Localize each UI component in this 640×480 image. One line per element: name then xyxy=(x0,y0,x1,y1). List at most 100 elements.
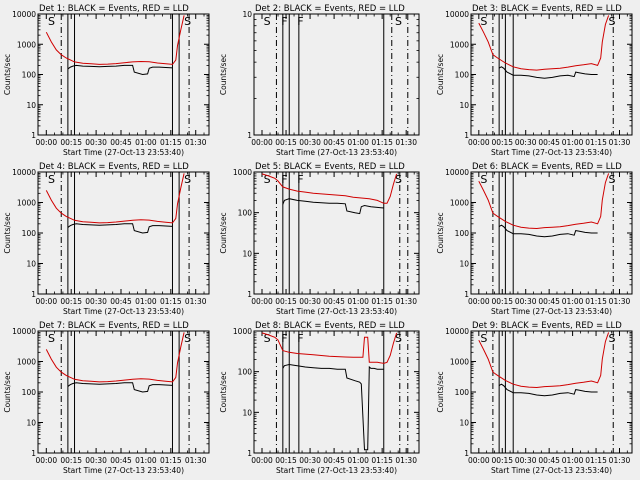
marker-label: S xyxy=(184,15,191,28)
plot-frame xyxy=(470,171,633,295)
y-tick-label: 1 xyxy=(464,290,469,299)
x-tick-label: 00:15 xyxy=(275,297,297,306)
y-tick-label: 1000 xyxy=(17,199,36,208)
y-tick-label: 1000 xyxy=(450,199,469,208)
y-tick-label: 100 xyxy=(22,229,37,238)
y-tick-label: 1 xyxy=(31,290,36,299)
x-tick-label: 00:15 xyxy=(60,297,82,306)
series-line-events xyxy=(498,66,598,79)
x-axis-label: Start Time (27-Oct-13 23:53:40) xyxy=(276,307,397,316)
x-tick-label: 00:45 xyxy=(538,297,560,306)
y-tick-label: 1 xyxy=(464,131,469,140)
y-tick-label: 1 xyxy=(247,131,252,140)
x-tick-label: 01:30 xyxy=(185,456,207,465)
y-tick-label: 10 xyxy=(26,419,36,428)
y-tick-label: 10 xyxy=(459,419,469,428)
x-tick-label: 01:15 xyxy=(371,138,393,147)
marker-label: S xyxy=(609,332,616,345)
x-tick-label: 00:15 xyxy=(60,138,82,147)
series-line-events xyxy=(282,363,384,451)
y-tick-label: 10000 xyxy=(12,168,36,177)
x-tick-label: 01:30 xyxy=(609,138,631,147)
x-tick-label: 01:00 xyxy=(562,456,584,465)
x-tick-label: 00:45 xyxy=(323,297,345,306)
x-tick-label: 00:00 xyxy=(35,138,57,147)
x-tick-label: 00:15 xyxy=(275,138,297,147)
x-tick-label: 00:30 xyxy=(85,297,107,306)
detector-panel-4: 1 10 100 1000 10000 00:00 00:15 00:30 00:45 01:00… xyxy=(3,162,210,316)
y-tick-label: 10 xyxy=(242,10,252,19)
x-tick-label: 01:30 xyxy=(609,456,631,465)
detector-panel-2: 1 10 00:00 00:15 00:30 00:45 01:00 01:15 01:30 De… xyxy=(219,4,420,157)
panel-title: Det 9: BLACK = Events, RED = LLD xyxy=(472,321,622,331)
series-line-lld xyxy=(45,332,185,383)
x-tick-label: 01:15 xyxy=(585,297,607,306)
x-axis-label: Start Time (27-Oct-13 23:53:40) xyxy=(491,148,612,157)
y-tick-label: 1000 xyxy=(450,358,469,367)
y-tick-label: 1000 xyxy=(233,327,252,336)
y-tick-label: 10 xyxy=(242,249,252,258)
marker-label: S xyxy=(264,15,271,28)
y-tick-label: 100 xyxy=(238,209,253,218)
x-axis-label: Start Time (27-Oct-13 23:53:40) xyxy=(63,148,184,157)
series-line-lld xyxy=(478,15,610,71)
x-tick-label: 00:45 xyxy=(110,138,132,147)
marker-label: S xyxy=(184,173,191,186)
x-tick-label: 00:15 xyxy=(491,297,513,306)
y-tick-label: 10000 xyxy=(445,327,469,336)
y-axis-label: Counts/sec xyxy=(436,212,445,253)
x-tick-label: 01:30 xyxy=(185,138,207,147)
x-axis-label: Start Time (27-Oct-13 23:53:40) xyxy=(491,466,612,475)
x-tick-label: 00:00 xyxy=(35,456,57,465)
x-tick-label: 00:00 xyxy=(251,138,273,147)
y-tick-label: 10 xyxy=(26,260,36,269)
x-tick-label: 01:30 xyxy=(395,138,417,147)
panel-title: Det 8: BLACK = Events, RED = LLD xyxy=(255,321,405,331)
x-tick-label: 00:45 xyxy=(110,456,132,465)
marker-label: S xyxy=(480,332,487,345)
x-tick-label: 01:00 xyxy=(347,297,369,306)
marker-label: F xyxy=(281,173,287,186)
panel-title: Det 7: BLACK = Events, RED = LLD xyxy=(39,321,189,331)
panel-title: Det 1: BLACK = Events, RED = LLD xyxy=(39,4,189,14)
x-tick-label: 00:30 xyxy=(515,297,537,306)
y-axis-label: Counts/sec xyxy=(3,212,12,253)
y-tick-label: 100 xyxy=(455,229,470,238)
x-axis-label: Start Time (27-Oct-13 23:53:40) xyxy=(63,307,184,316)
marker-label: S xyxy=(395,173,402,186)
x-tick-label: 01:15 xyxy=(585,456,607,465)
x-tick-label: 00:15 xyxy=(60,456,82,465)
series-line-lld xyxy=(261,173,398,204)
plot-frame xyxy=(253,330,420,454)
marker-label: S xyxy=(395,332,402,345)
y-tick-label: 100 xyxy=(238,368,253,377)
x-tick-label: 00:00 xyxy=(251,456,273,465)
y-tick-label: 10000 xyxy=(12,10,36,19)
x-axis-label: Start Time (27-Oct-13 23:53:40) xyxy=(491,307,612,316)
y-tick-label: 100 xyxy=(22,388,37,397)
panel-title: Det 6: BLACK = Events, RED = LLD xyxy=(472,162,622,172)
x-tick-label: 01:00 xyxy=(135,297,157,306)
y-tick-label: 10 xyxy=(26,101,36,110)
plot-frame xyxy=(470,13,633,136)
panel-title: Det 4: BLACK = Events, RED = LLD xyxy=(39,162,189,172)
x-tick-label: 01:30 xyxy=(395,297,417,306)
plot-frame xyxy=(37,13,210,136)
series-line-events xyxy=(498,383,598,397)
marker-label: F xyxy=(297,15,303,28)
x-tick-label: 01:30 xyxy=(185,297,207,306)
x-tick-label: 01:00 xyxy=(347,456,369,465)
y-tick-label: 10 xyxy=(459,260,469,269)
y-tick-label: 10 xyxy=(242,408,252,417)
detector-panel-9: 1 10 100 1000 10000 00:00 00:15 00:30 00:45 01:00… xyxy=(436,321,633,475)
x-axis-label: Start Time (27-Oct-13 23:53:40) xyxy=(63,466,184,475)
x-tick-label: 01:15 xyxy=(160,297,182,306)
detector-panel-6: 1 10 100 1000 10000 00:00 00:15 00:30 00:45 01:00… xyxy=(436,162,633,316)
marker-label: F xyxy=(281,15,287,28)
y-tick-label: 1 xyxy=(31,449,36,458)
x-tick-label: 00:00 xyxy=(468,138,490,147)
panel-title: Det 5: BLACK = Events, RED = LLD xyxy=(255,162,405,172)
marker-label: F xyxy=(281,332,287,345)
plot-frame xyxy=(470,330,633,454)
x-tick-label: 01:15 xyxy=(371,456,393,465)
